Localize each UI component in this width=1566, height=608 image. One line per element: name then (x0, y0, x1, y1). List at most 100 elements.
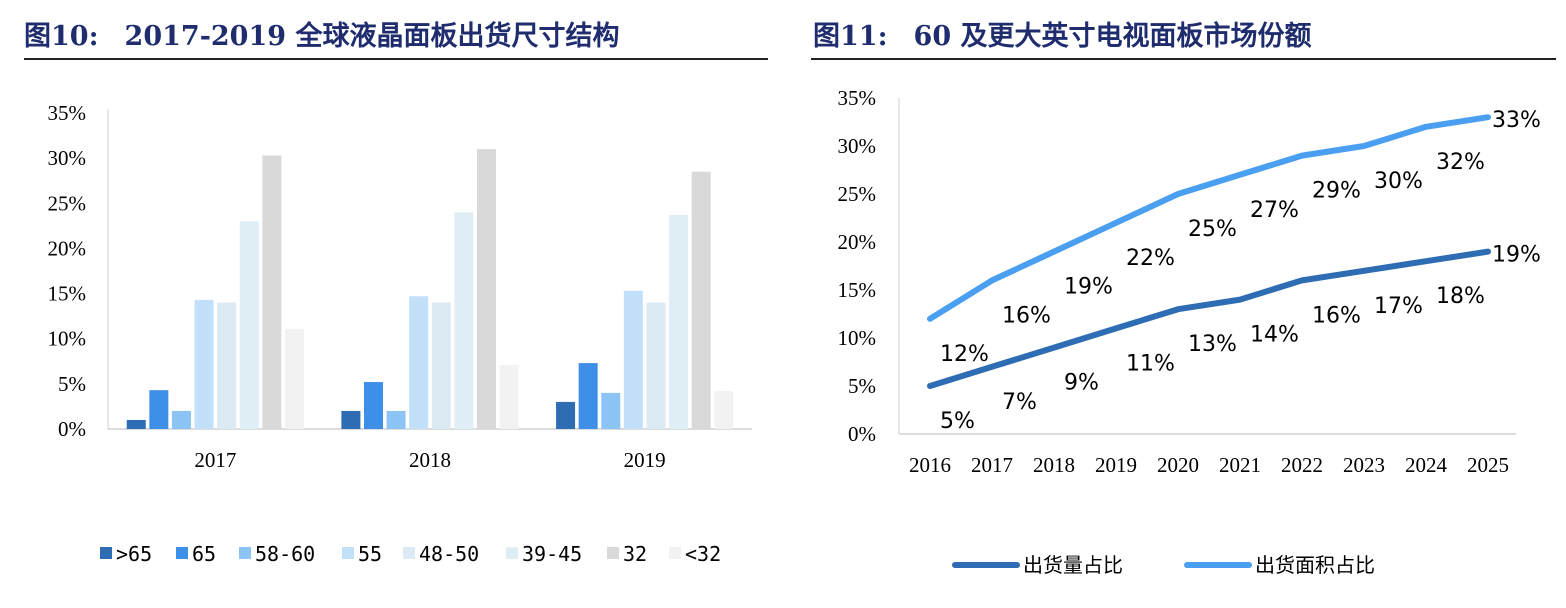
bar (364, 382, 383, 429)
bar (623, 290, 643, 429)
bar (499, 364, 519, 429)
bar (149, 390, 169, 429)
data-label: 5% (940, 409, 975, 434)
y-tick-label: 10% (838, 326, 877, 350)
bar (578, 363, 598, 429)
data-label: 25% (1188, 217, 1237, 242)
bar (669, 215, 689, 429)
legend-swatch (176, 547, 188, 559)
bar (171, 410, 191, 429)
data-label: 19% (1492, 243, 1541, 268)
data-label: 18% (1436, 284, 1485, 309)
x-tick-label: 2017 (971, 453, 1013, 477)
right-chart-title: 图11: 60 及更大英寸电视面板市场份额 (813, 14, 1312, 53)
bar (556, 401, 576, 429)
y-tick-label: 25% (48, 191, 87, 215)
legend-label: <32 (685, 542, 721, 566)
data-label: 29% (1312, 179, 1361, 204)
right-figure-number: 图11: (813, 21, 888, 52)
bar (691, 171, 711, 429)
y-tick-label: 15% (48, 282, 87, 306)
y-tick-label: 10% (48, 327, 87, 351)
bar (386, 410, 406, 429)
data-label: 17% (1374, 294, 1423, 319)
bar (239, 221, 259, 429)
right-figure-title: 60 及更大英寸电视面板市场份额 (913, 21, 1312, 52)
bar (477, 149, 496, 429)
left-bar-chart: 0% 5% 10% 15% 20% 25% 30% 35% 2017 2018 2019 >65 65 5… (48, 101, 752, 566)
left-chart-title: 图10: 2017-2019 全球液晶面板出货尺寸结构 (24, 14, 619, 53)
legend-swatch (403, 547, 415, 559)
data-label: 19% (1064, 275, 1113, 300)
y-tick-label: 0% (58, 417, 86, 441)
left-figure-number: 图10: (24, 21, 99, 52)
bar (217, 302, 237, 429)
data-label: 11% (1126, 351, 1175, 376)
bar (341, 410, 361, 429)
data-label: 14% (1250, 323, 1299, 348)
right-chart-panel: 图11: 60 及更大英寸电视面板市场份额 0% 5% 10% 15% 20% 25% 30%… (783, 0, 1566, 608)
bar (714, 391, 734, 429)
x-tick-label: 2018 (1033, 453, 1075, 477)
x-tick-label: 2020 (1157, 453, 1199, 477)
x-tick-label: 2016 (909, 453, 951, 477)
y-tick-label: 5% (848, 374, 876, 398)
data-label: 13% (1188, 332, 1237, 357)
legend-label: >65 (116, 542, 152, 566)
y-tick-label: 0% (848, 422, 876, 446)
data-label: 16% (1002, 303, 1051, 328)
y-tick-label: 30% (48, 146, 87, 170)
left-chart-panel: 图10: 2017-2019 全球液晶面板出货尺寸结构 0% 5% 10% 15% 20%… (24, 14, 768, 566)
right-title-rule (811, 58, 1556, 60)
right-line-chart: 0% 5% 10% 15% 20% 25% 30% 35% 2016 2017 2018 2019 20… (838, 86, 1541, 577)
legend-label: 48-50 (419, 542, 479, 566)
x-tick-label: 2019 (624, 448, 666, 472)
series-line (927, 114, 1491, 322)
x-tick-label: 2025 (1467, 453, 1509, 477)
y-tick-label: 30% (838, 134, 877, 158)
legend-label: 39-45 (522, 542, 582, 566)
x-tick-label: 2024 (1405, 453, 1448, 477)
legend-swatch (100, 547, 112, 559)
data-label: 32% (1436, 150, 1485, 175)
legend-swatch (506, 547, 518, 559)
legend-swatch (669, 547, 681, 559)
x-tick-label: 2022 (1281, 453, 1323, 477)
bar (601, 392, 621, 429)
y-tick-label: 20% (48, 236, 87, 260)
legend-swatch (239, 547, 251, 559)
y-tick-label: 35% (48, 101, 87, 125)
data-label: 27% (1250, 198, 1299, 223)
bar (126, 419, 146, 429)
x-tick-label: 2019 (1095, 453, 1137, 477)
y-tick-label: 25% (838, 182, 877, 206)
legend-label: 出货量占比 (1023, 553, 1123, 577)
data-label: 7% (1002, 390, 1037, 415)
data-label: 33% (1492, 108, 1541, 133)
data-label: 12% (940, 342, 989, 367)
y-tick-label: 15% (838, 278, 877, 302)
bar (194, 299, 214, 429)
x-tick-label: 2018 (409, 448, 451, 472)
data-label: 16% (1312, 303, 1361, 328)
legend-swatch (607, 547, 619, 559)
y-tick-label: 35% (838, 86, 877, 110)
left-title-rule (24, 58, 768, 60)
x-tick-label: 2021 (1219, 453, 1261, 477)
y-tick-label: 20% (838, 230, 877, 254)
left-figure-title: 2017-2019 全球液晶面板出货尺寸结构 (124, 21, 620, 52)
bar (646, 302, 666, 429)
bar (409, 296, 429, 429)
legend-label: 55 (358, 542, 382, 566)
bar (431, 302, 451, 429)
bar (454, 212, 474, 429)
data-label: 9% (1064, 371, 1099, 396)
legend-swatch (342, 547, 354, 559)
legend-label: 65 (192, 542, 216, 566)
series-line (927, 248, 1491, 389)
legend-label: 出货面积占比 (1255, 553, 1375, 577)
x-tick-label: 2023 (1343, 453, 1385, 477)
data-label: 22% (1126, 246, 1175, 271)
data-label: 30% (1374, 169, 1423, 194)
bar (262, 155, 282, 430)
